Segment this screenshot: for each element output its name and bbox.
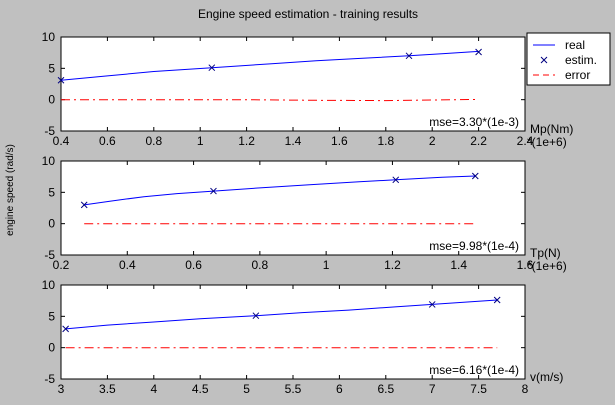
x-tick-label: 3 bbox=[58, 382, 65, 396]
x-tick-label: 6.5 bbox=[377, 382, 394, 396]
x-tick-label: 1.8 bbox=[377, 134, 394, 148]
series-estim-point bbox=[210, 187, 217, 195]
legend-entry-1: estim. bbox=[565, 53, 597, 67]
x-tick-label: 7.5 bbox=[470, 382, 487, 396]
x-tick-label: 0.8 bbox=[252, 258, 269, 272]
y-tick-label: 0 bbox=[48, 341, 55, 355]
x-tick-label: 4 bbox=[150, 382, 157, 396]
series-estim-point bbox=[475, 48, 482, 56]
y-tick-label: 5 bbox=[48, 61, 55, 75]
axes-box bbox=[60, 284, 526, 380]
x-tick-label: 1.2 bbox=[238, 134, 255, 148]
y-tick-label: -5 bbox=[44, 248, 55, 262]
series-estim-point bbox=[80, 201, 88, 209]
mse-annotation: mse=6.16*(1e-4) bbox=[429, 363, 519, 377]
x-tick-label: 1.6 bbox=[331, 134, 348, 148]
x-tick-label: 6 bbox=[336, 382, 343, 396]
legend-box bbox=[526, 32, 611, 86]
subplot-3: 3 3.5 4 4.5 5 5.5 6 6.5 7 7.5 8 -5 0 5 10 mse=6.16*(1e-… bbox=[42, 278, 564, 396]
x-tick-label: 0.4 bbox=[53, 134, 70, 148]
y-tick-label: 0 bbox=[48, 217, 55, 231]
x-tick-label: 1.2 bbox=[384, 258, 401, 272]
subplot-2: 0.2 0.4 0.6 0.8 1 1.2 1.4 1.6 -5 0 5 10 mse=9.98*(1e… bbox=[42, 154, 567, 273]
series-estim-point bbox=[252, 312, 260, 320]
x-tick-label: 2 bbox=[429, 134, 436, 148]
x-tick-label: 2.4 bbox=[517, 134, 534, 148]
y-tick-label: 10 bbox=[42, 154, 56, 168]
x-tick-label: 5.5 bbox=[285, 382, 302, 396]
x-tick-label: 4.5 bbox=[192, 382, 209, 396]
series-estim-point bbox=[208, 64, 216, 72]
series-real-line bbox=[60, 50, 479, 81]
legend-estim-swatch bbox=[540, 56, 548, 64]
x-tick-label: 1 bbox=[197, 134, 204, 148]
y-tick-label: 5 bbox=[48, 309, 55, 323]
series-estim-point bbox=[471, 172, 479, 180]
x-axis-label: Mp(Nm) bbox=[530, 122, 573, 136]
series-estim-point bbox=[493, 296, 501, 304]
x-tick-label: 0.6 bbox=[99, 134, 116, 148]
series-error-line bbox=[61, 98, 479, 102]
y-tick-label: 10 bbox=[42, 278, 56, 292]
x-scale-label: *(1e+6) bbox=[527, 135, 567, 149]
figure-title: Engine speed estimation - training resul… bbox=[198, 7, 418, 21]
y-axis-label: engine speed (rad/s) bbox=[5, 144, 16, 236]
x-tick-label: 1.4 bbox=[285, 134, 302, 148]
mse-annotation: mse=3.30*(1e-3) bbox=[429, 115, 519, 129]
x-tick-label: 0.6 bbox=[185, 258, 202, 272]
series-estim-point bbox=[57, 76, 65, 84]
x-tick-label: 7 bbox=[429, 382, 436, 396]
series-real-line bbox=[65, 299, 498, 330]
y-tick-label: 10 bbox=[42, 30, 56, 44]
x-tick-label: 1 bbox=[323, 258, 330, 272]
x-tick-label: 2.2 bbox=[470, 134, 487, 148]
x-tick-label: 5 bbox=[243, 382, 250, 396]
x-tick-label: 3.5 bbox=[99, 382, 116, 396]
legend-entry-0: real bbox=[565, 38, 585, 52]
x-tick-label: 1.6 bbox=[517, 258, 534, 272]
y-tick-label: -5 bbox=[44, 124, 55, 138]
legend-entry-2: error bbox=[565, 68, 590, 82]
series-estim-point bbox=[428, 301, 436, 308]
subplots: 0.4 0.6 0.8 1 1.2 1.4 1.6 1.8 2 2.2 2.4-50510mse=3… bbox=[42, 30, 574, 396]
x-scale-label: *(1e+6) bbox=[527, 259, 567, 273]
series-estim-point bbox=[62, 325, 69, 333]
x-tick-label: 0.2 bbox=[53, 258, 70, 272]
subplot-1: 0.4 0.6 0.8 1 1.2 1.4 1.6 1.8 2 2.2 2.4 -5 0 5 10 mse=3… bbox=[42, 30, 574, 149]
axes-box bbox=[60, 36, 526, 132]
series-estim-point bbox=[405, 52, 413, 60]
series-estim-point bbox=[392, 176, 400, 184]
x-axis-label: v(m/s) bbox=[530, 370, 563, 384]
y-tick-label: -5 bbox=[44, 372, 55, 386]
x-tick-label: 8 bbox=[522, 382, 529, 396]
x-tick-label: 1.4 bbox=[450, 258, 467, 272]
series-real-line bbox=[84, 175, 476, 206]
y-tick-label: 0 bbox=[48, 93, 55, 107]
x-tick-label: 0.4 bbox=[119, 258, 136, 272]
mse-annotation: mse=9.98*(1e-4) bbox=[429, 239, 519, 253]
x-tick-label: 0.8 bbox=[145, 134, 162, 148]
x-axis-label: Tp(N) bbox=[530, 246, 561, 260]
y-tick-label: 5 bbox=[48, 185, 55, 199]
